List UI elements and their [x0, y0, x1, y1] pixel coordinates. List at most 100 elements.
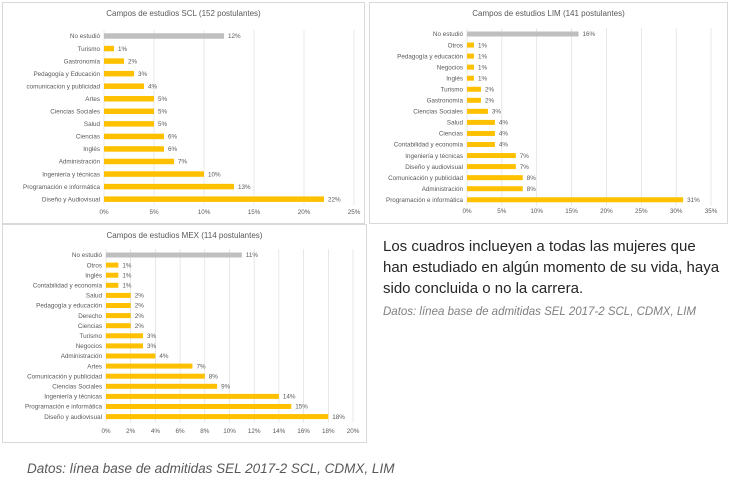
- bar: [104, 196, 324, 202]
- category-label: Gastronomía: [427, 98, 464, 105]
- data-label: 11%: [246, 252, 259, 259]
- x-tick-label: 25%: [348, 209, 361, 216]
- category-label: Salud: [86, 293, 103, 300]
- bar: [467, 53, 474, 59]
- data-label: 1%: [478, 42, 488, 49]
- x-tick-label: 0%: [462, 208, 472, 215]
- data-label: 2%: [485, 98, 495, 105]
- category-label: Diseño y audiovisual: [405, 164, 463, 171]
- category-label: Inglés: [83, 146, 100, 153]
- bar: [106, 363, 193, 369]
- data-label: 2%: [128, 58, 138, 65]
- category-label: Programación e informática: [386, 197, 463, 204]
- bar-highlight: [467, 31, 579, 37]
- bar: [104, 58, 124, 64]
- x-tick-label: 14%: [273, 428, 286, 435]
- x-tick-label: 20%: [347, 428, 360, 435]
- category-label: Turismo: [440, 86, 463, 93]
- bar: [106, 333, 144, 339]
- bar: [106, 404, 292, 409]
- bar: [106, 343, 144, 349]
- bar: [106, 323, 131, 329]
- bar: [467, 75, 474, 81]
- bar: [467, 86, 481, 92]
- category-label: Ciencias: [76, 134, 100, 141]
- bar: [106, 303, 131, 308]
- x-tick-label: 4%: [151, 428, 161, 435]
- category-label: Administración: [422, 186, 464, 193]
- source-footer: Datos: línea base de admitidas SEL 2017-…: [27, 461, 395, 476]
- category-label: Salud: [84, 121, 101, 128]
- bar: [106, 313, 131, 319]
- bar: [106, 383, 218, 389]
- category-label: Gastronomía: [64, 58, 101, 65]
- data-label: 31%: [687, 197, 700, 204]
- data-label: 5%: [158, 121, 168, 128]
- category-label: Diseño y Audiovisual: [42, 196, 100, 203]
- x-tick-label: 0%: [101, 428, 111, 435]
- category-label: No estudió: [433, 31, 464, 38]
- data-label: 1%: [478, 53, 488, 60]
- category-label: Negocios: [437, 64, 463, 71]
- category-label: Ciencias Sociales: [52, 384, 102, 391]
- category-label: No estudió: [70, 33, 101, 40]
- data-label: 10%: [208, 171, 221, 178]
- bar: [467, 97, 481, 103]
- x-tick-label: 6%: [176, 428, 186, 435]
- data-label: 12%: [228, 33, 241, 40]
- x-tick-label: 2%: [126, 428, 136, 435]
- bar: [467, 119, 495, 125]
- category-label: Contabilidad y economía: [394, 142, 464, 149]
- x-tick-label: 0%: [99, 209, 109, 216]
- data-label: 2%: [135, 323, 145, 330]
- data-label: 4%: [499, 131, 509, 138]
- category-label: Programación e informática: [25, 404, 102, 411]
- data-label: 3%: [147, 343, 157, 350]
- bar: [104, 171, 204, 177]
- note-text: Los cuadros inclueyen a todas las mujere…: [383, 238, 720, 297]
- bar-highlight: [106, 252, 242, 258]
- category-label: Ingeniería y técnicas: [42, 171, 100, 178]
- bar: [467, 164, 516, 170]
- category-label: Administración: [59, 159, 101, 166]
- category-label: Comunicación y publicidad: [27, 373, 102, 380]
- data-label: 5%: [158, 96, 168, 103]
- data-label: 8%: [209, 373, 219, 380]
- chart-scl: 0% 5% 10% 15% 20% 25% No estudió 12% Turismo 1% Ga…: [23, 30, 361, 216]
- category-label: Turismo: [79, 333, 102, 340]
- x-tick-label: 20%: [298, 209, 311, 216]
- category-label: Pedagogía y educación: [36, 303, 102, 310]
- bar: [104, 70, 134, 77]
- data-label: 6%: [168, 134, 178, 141]
- bar: [104, 133, 164, 140]
- category-label: Comunicación y publicidad: [388, 175, 463, 182]
- bar: [467, 186, 523, 192]
- bar: [106, 282, 119, 288]
- bar: [467, 142, 495, 147]
- chart-panel-lim: Campos de estudios LIM (141 postulantes)…: [369, 2, 728, 224]
- data-label: 2%: [485, 86, 495, 93]
- data-label: 6%: [168, 146, 178, 153]
- chart-title: Campos de estudios LIM (141 postulantes): [472, 9, 625, 18]
- bar: [467, 197, 684, 203]
- bar: [106, 414, 329, 420]
- x-tick-label: 18%: [322, 428, 335, 435]
- x-tick-label: 5%: [497, 208, 507, 215]
- chart-lim: 0% 5% 10% 15% 20% 25% 30% 35% No estudió 16% Otros…: [386, 28, 718, 215]
- x-tick-label: 35%: [705, 208, 718, 215]
- x-tick-label: 20%: [600, 208, 613, 215]
- data-label: 1%: [118, 46, 128, 53]
- x-tick-label: 8%: [200, 428, 210, 435]
- data-label: 1%: [478, 75, 488, 82]
- category-label: Inglés: [446, 75, 463, 82]
- bar: [106, 292, 131, 298]
- category-label: Artes: [85, 96, 100, 103]
- category-label: Pedagogía y educación: [397, 53, 463, 60]
- data-label: 7%: [520, 153, 530, 160]
- data-label: 8%: [527, 186, 537, 193]
- data-label: 1%: [478, 64, 488, 71]
- bar: [106, 353, 156, 359]
- bar: [106, 272, 119, 278]
- bar: [467, 64, 474, 70]
- data-label: 14%: [283, 394, 296, 401]
